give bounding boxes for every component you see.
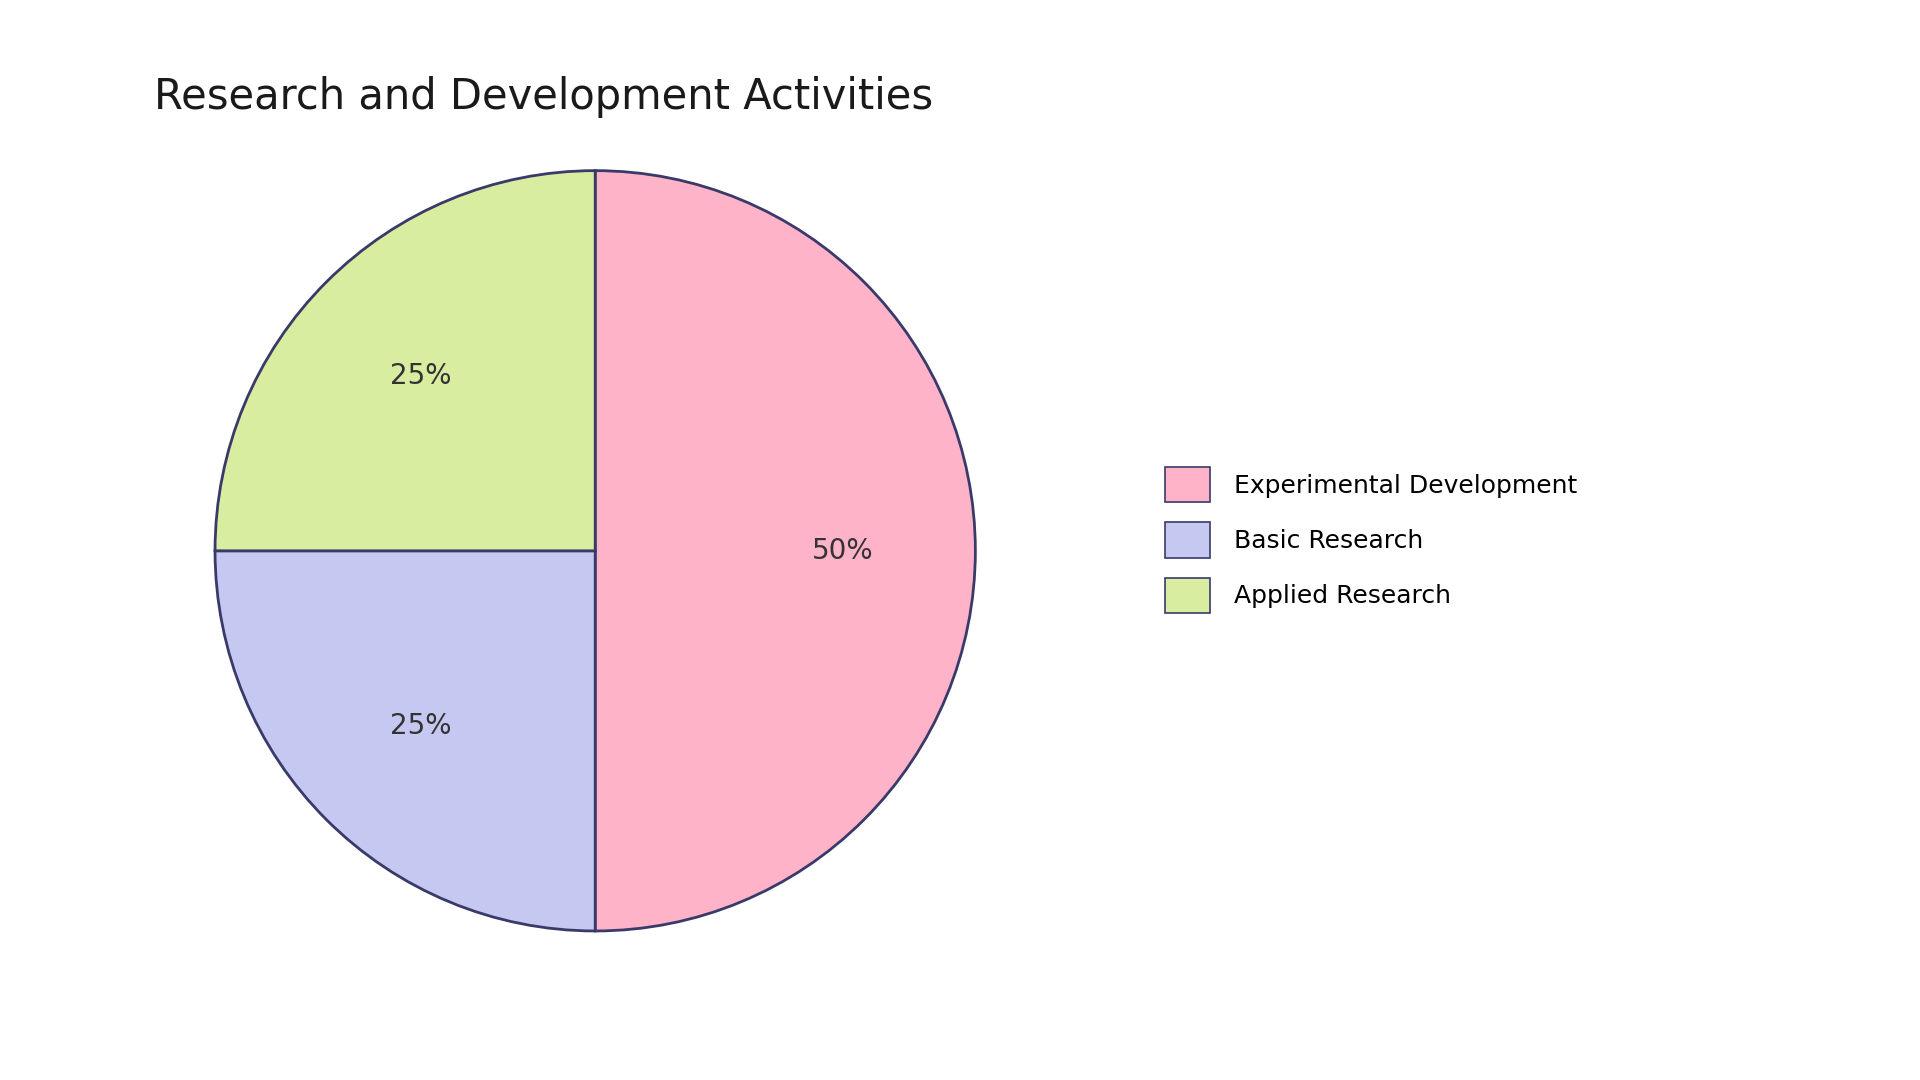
- Text: Research and Development Activities: Research and Development Activities: [154, 76, 933, 118]
- Wedge shape: [215, 551, 595, 931]
- Text: 25%: 25%: [390, 362, 451, 390]
- Legend: Experimental Development, Basic Research, Applied Research: Experimental Development, Basic Research…: [1165, 467, 1578, 613]
- Wedge shape: [215, 171, 595, 551]
- Text: 50%: 50%: [812, 537, 874, 565]
- Text: 25%: 25%: [390, 712, 451, 740]
- Wedge shape: [595, 171, 975, 931]
